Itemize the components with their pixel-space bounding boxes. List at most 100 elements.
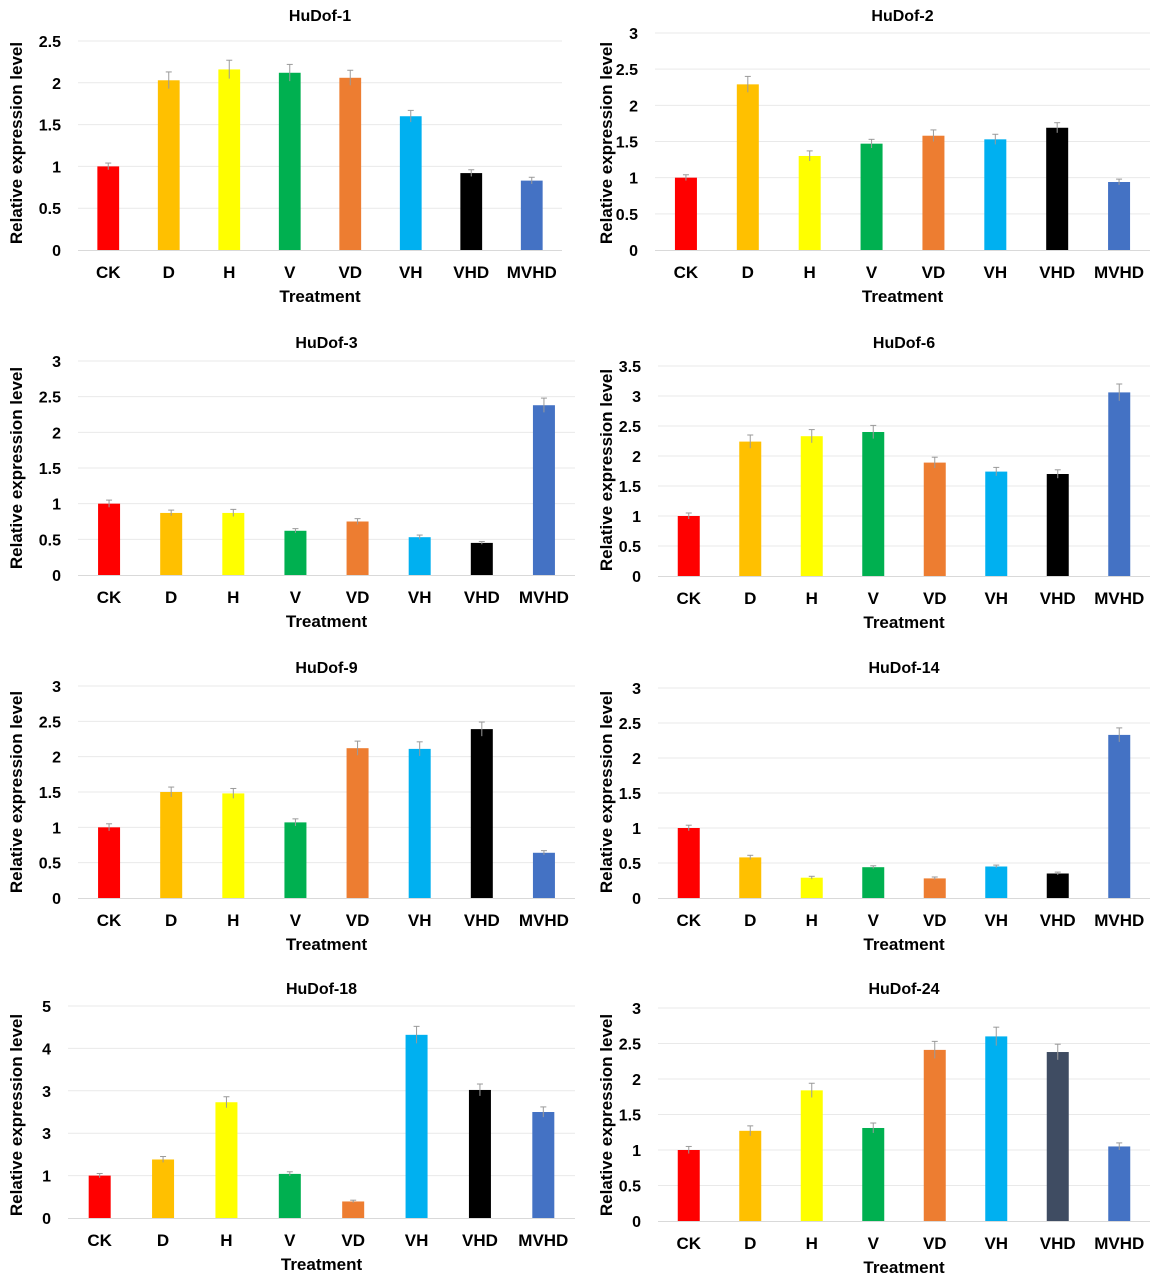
x-tick-label: V (290, 911, 302, 930)
bar-vhd (460, 173, 483, 250)
y-axis-title: Relative expression level (597, 369, 616, 571)
y-tick-label: 3 (42, 1084, 51, 1101)
x-tick-label: CK (676, 1234, 701, 1253)
y-tick-label: 2.5 (619, 716, 641, 733)
y-tick-label: 1.5 (619, 786, 641, 803)
x-tick-label: MVHD (1094, 911, 1144, 930)
bar-d (157, 80, 180, 251)
chart-title: HuDof-2 (871, 8, 933, 25)
y-tick-label: 0.5 (619, 856, 641, 873)
bar-vh (405, 1034, 428, 1218)
x-tick-label: VD (346, 911, 370, 930)
x-axis-title: Treatment (863, 613, 945, 632)
x-tick-label: H (806, 589, 818, 608)
x-tick-label: D (165, 911, 177, 930)
x-tick-label: VHD (1039, 263, 1075, 282)
y-axis-title: Relative expression level (7, 42, 26, 244)
x-tick-label: VHD (464, 911, 500, 930)
y-tick-label: 2 (52, 425, 61, 442)
y-tick-label: 1 (632, 509, 641, 526)
x-tick-label: V (284, 1231, 296, 1250)
bar-v (278, 72, 301, 250)
x-tick-label: CK (674, 263, 699, 282)
x-tick-label: VH (984, 1234, 1008, 1253)
bar-vh (985, 471, 1008, 576)
bar-vhd (470, 729, 493, 898)
x-tick-label: VD (341, 1231, 365, 1250)
y-tick-label: 2 (632, 751, 641, 768)
y-tick-label: 3 (629, 26, 638, 43)
y-tick-label: 0 (42, 1211, 51, 1228)
y-tick-label: 0 (632, 1214, 641, 1231)
x-axis-title: Treatment (279, 287, 361, 306)
y-tick-label: 0.5 (619, 539, 641, 556)
y-tick-label: 0.5 (616, 207, 638, 224)
x-tick-label: MVHD (507, 263, 557, 282)
x-tick-label: MVHD (519, 588, 569, 607)
bar-vd (346, 748, 369, 898)
y-tick-label: 0 (52, 891, 61, 908)
y-tick-label: 0 (629, 243, 638, 260)
x-tick-label: D (165, 588, 177, 607)
bar-mvhd (532, 1112, 555, 1218)
chart-panel-6: HuDof-14 0 0.5 1 1.5 2 2.5 3 CK D H V VD VH VHD MVHD Tre… (597, 660, 1150, 954)
x-tick-label: VHD (464, 588, 500, 607)
bar-vd (922, 135, 945, 250)
y-tick-label: 2.5 (616, 62, 638, 79)
chart-panel-1: HuDof-1 0 0.5 1 1.5 2 2.5 CK D H V VD VH VHD MVHD Treat… (7, 8, 562, 306)
y-tick-label: 2 (52, 76, 61, 93)
y-tick-label: 2.5 (39, 714, 61, 731)
x-tick-label: MVHD (518, 1231, 568, 1250)
y-tick-label: 0.5 (619, 1179, 641, 1196)
x-tick-label: D (744, 589, 756, 608)
bar-v (862, 867, 885, 898)
x-tick-label: VH (405, 1231, 429, 1250)
bar-vh (985, 866, 1008, 898)
x-tick-label: H (806, 1234, 818, 1253)
bar-mvhd (1108, 392, 1131, 576)
chart-title: HuDof-14 (868, 660, 939, 677)
x-tick-label: CK (97, 911, 122, 930)
bar-v (284, 530, 307, 575)
x-tick-label: MVHD (1094, 589, 1144, 608)
bar-d (160, 512, 183, 575)
chart-panel-7: HuDof-18 0 1 3 3 4 5 CK D H V VD VH VHD MVHD Treatment R… (7, 981, 575, 1274)
y-tick-label: 1.5 (39, 785, 61, 802)
x-tick-label: CK (96, 263, 121, 282)
bar-ck (677, 1150, 700, 1221)
bar-mvhd (532, 405, 555, 575)
y-tick-label: 1.5 (616, 135, 638, 152)
bar-d (152, 1159, 175, 1218)
bar-h (222, 793, 245, 898)
bar-mvhd (1108, 734, 1131, 898)
y-axis-title: Relative expression level (597, 691, 616, 893)
bar-h (215, 1102, 238, 1218)
x-axis-title: Treatment (286, 612, 368, 631)
bar-vd (923, 878, 946, 898)
y-tick-label: 1.5 (619, 1108, 641, 1125)
bar-mvhd (1108, 182, 1131, 250)
bar-vh (399, 116, 422, 251)
y-tick-label: 3.5 (619, 359, 641, 376)
x-tick-label: VHD (1040, 1234, 1076, 1253)
x-axis-title: Treatment (863, 1258, 945, 1277)
y-tick-label: 5 (42, 999, 51, 1016)
y-tick-label: 2.5 (619, 1037, 641, 1054)
bar-d (160, 792, 183, 898)
y-tick-label: 2.5 (39, 390, 61, 407)
bar-vh (984, 139, 1007, 250)
bar-vd (346, 521, 369, 575)
x-tick-label: VH (399, 263, 423, 282)
bar-h (800, 436, 823, 576)
y-tick-label: 3 (632, 681, 641, 698)
x-axis-title: Treatment (286, 935, 368, 954)
bar-vd (339, 77, 362, 250)
chart-title: HuDof-3 (295, 335, 357, 352)
y-tick-label: 1.5 (619, 479, 641, 496)
y-tick-label: 0 (52, 243, 61, 260)
bar-vh (985, 1036, 1008, 1221)
bar-vd (923, 462, 946, 576)
y-tick-label: 3 (632, 389, 641, 406)
x-tick-label: V (290, 588, 302, 607)
